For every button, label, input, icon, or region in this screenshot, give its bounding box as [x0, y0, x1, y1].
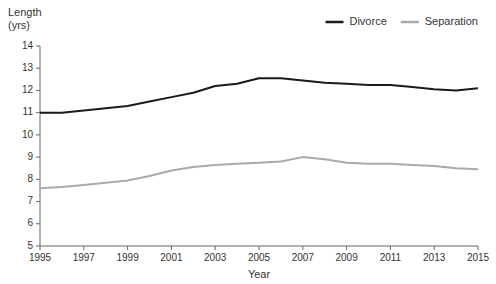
- x-tick-label: 2003: [204, 252, 227, 263]
- x-tick-label: 1997: [73, 252, 96, 263]
- x-tick-label: 2007: [292, 252, 315, 263]
- y-tick-label: 6: [27, 217, 33, 228]
- plot-area: [40, 78, 478, 188]
- y-axis: 5 6 7 8 9 10 11 12 13 14: [22, 40, 40, 251]
- x-tick: [40, 246, 41, 250]
- y-tick-label: 8: [27, 173, 33, 184]
- legend-label: Divorce: [349, 15, 386, 27]
- legend-swatch: [325, 21, 343, 24]
- x-tick-label: 2001: [160, 252, 183, 263]
- x-tick: [346, 246, 347, 250]
- legend: Separation Divorce: [325, 15, 478, 27]
- x-tick-label: 1995: [29, 252, 52, 263]
- y-tick-label: 14: [22, 40, 34, 51]
- y-tick-label: 11: [23, 106, 34, 117]
- y-tick: [36, 223, 40, 224]
- x-tick-label: 2015: [467, 252, 490, 263]
- y-tick-label: 5: [27, 240, 33, 251]
- x-tick: [171, 246, 172, 250]
- y-tick: [36, 90, 40, 91]
- y-tick: [36, 134, 40, 135]
- x-axis: 1995 1997 1999 2001 2003 2005 2007 2009 2011 2013…: [29, 246, 490, 263]
- x-tick: [127, 246, 128, 250]
- line: [40, 157, 478, 188]
- y-tick: [36, 112, 40, 113]
- y-tick: [36, 157, 40, 158]
- y-tick: [36, 201, 40, 202]
- x-tick-label: 2011: [380, 252, 402, 263]
- x-tick: [215, 246, 216, 250]
- y-tick: [36, 246, 40, 247]
- line: [40, 78, 478, 112]
- y-tick-label: 10: [22, 129, 34, 140]
- x-tick: [390, 246, 391, 250]
- y-tick: [36, 68, 40, 69]
- y-axis-line: [40, 46, 41, 246]
- y-tick-label: 7: [27, 195, 33, 206]
- x-tick: [478, 246, 479, 250]
- y-tick-label: 12: [22, 84, 34, 95]
- x-tick-label: 2009: [335, 252, 358, 263]
- x-tick: [259, 246, 260, 250]
- x-tick-label: 2005: [248, 252, 271, 263]
- y-axis-label: (yrs): [8, 19, 30, 31]
- legend-swatch: [401, 21, 419, 24]
- x-tick-label: 2013: [423, 252, 446, 263]
- x-tick: [302, 246, 303, 250]
- x-tick-label: 1999: [116, 252, 139, 263]
- x-tick: [434, 246, 435, 250]
- y-tick: [36, 179, 40, 180]
- y-tick: [36, 46, 40, 47]
- x-axis-line: [40, 246, 478, 247]
- chart: 5 6 7 8 9 10 11 12 13 14 1995 1997 1999 2001 2003 2005 2…: [0, 0, 496, 284]
- x-tick: [83, 246, 84, 250]
- legend-label: Separation: [425, 15, 478, 27]
- y-axis-label: Length: [8, 6, 42, 18]
- y-tick-label: 9: [27, 151, 33, 162]
- x-axis-label: Year: [248, 268, 271, 280]
- y-tick-label: 13: [22, 62, 34, 73]
